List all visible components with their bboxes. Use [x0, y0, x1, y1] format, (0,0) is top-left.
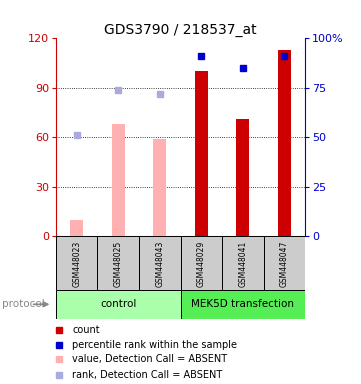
Bar [56, 290, 180, 319]
Text: GSM448041: GSM448041 [238, 240, 247, 287]
Bar [56, 236, 97, 290]
Bar [195, 71, 208, 236]
Bar [236, 119, 249, 236]
Text: MEK5D transfection: MEK5D transfection [191, 299, 294, 310]
Bar [70, 220, 83, 236]
Text: protocol: protocol [2, 299, 44, 310]
Text: count: count [73, 326, 100, 336]
Text: percentile rank within the sample: percentile rank within the sample [73, 340, 238, 350]
Title: GDS3790 / 218537_at: GDS3790 / 218537_at [104, 23, 257, 37]
Text: GSM448025: GSM448025 [114, 240, 123, 287]
Bar [180, 290, 305, 319]
Text: GSM448029: GSM448029 [197, 240, 206, 287]
Text: rank, Detection Call = ABSENT: rank, Detection Call = ABSENT [73, 370, 223, 380]
Text: value, Detection Call = ABSENT: value, Detection Call = ABSENT [73, 354, 227, 364]
Text: GSM448047: GSM448047 [280, 240, 289, 287]
Text: control: control [100, 299, 136, 310]
Text: GSM448023: GSM448023 [72, 240, 81, 287]
Bar [264, 236, 305, 290]
Bar [112, 124, 125, 236]
Bar [180, 236, 222, 290]
Bar [222, 236, 264, 290]
Bar [97, 236, 139, 290]
Bar [278, 50, 291, 236]
Text: GSM448043: GSM448043 [155, 240, 164, 287]
Bar [139, 236, 180, 290]
Bar [153, 139, 166, 236]
